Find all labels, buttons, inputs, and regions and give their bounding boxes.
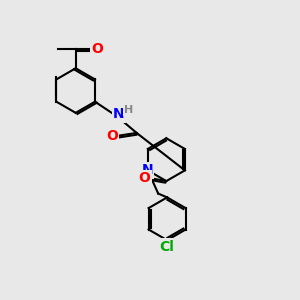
Text: O: O — [92, 42, 103, 56]
Text: O: O — [106, 129, 118, 143]
Text: N: N — [141, 164, 153, 177]
Text: H: H — [124, 105, 133, 115]
Text: N: N — [113, 107, 124, 121]
Text: O: O — [139, 171, 151, 185]
Text: Cl: Cl — [160, 240, 175, 254]
